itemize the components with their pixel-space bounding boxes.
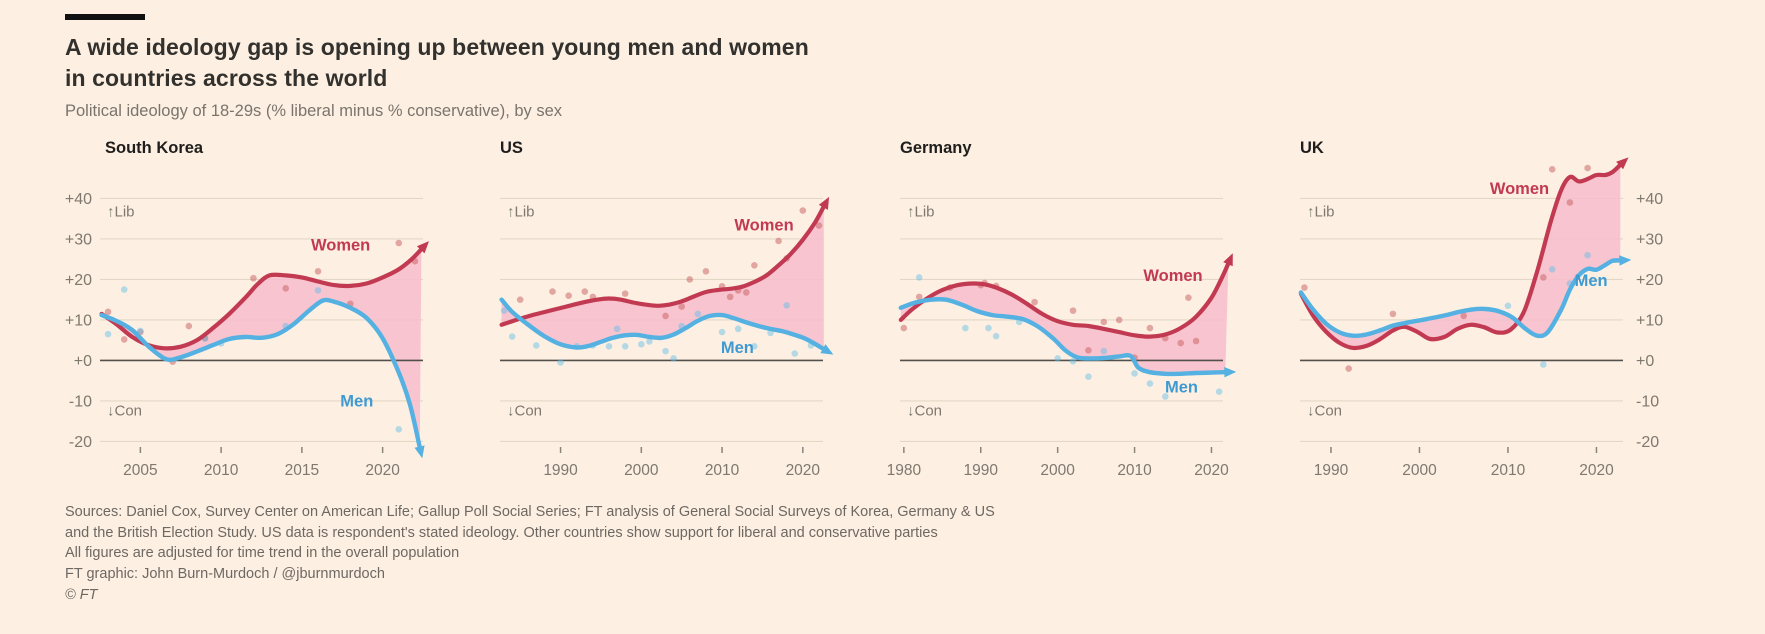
svg-text:↑Lib: ↑Lib bbox=[907, 203, 935, 220]
panel-title-germany: Germany bbox=[900, 139, 972, 157]
panel-title-us: US bbox=[500, 139, 523, 157]
svg-text:Women: Women bbox=[1490, 180, 1549, 198]
svg-text:Men: Men bbox=[1165, 378, 1198, 396]
svg-text:+40: +40 bbox=[1636, 191, 1663, 208]
svg-text:1990: 1990 bbox=[964, 462, 999, 479]
svg-text:↑Lib: ↑Lib bbox=[507, 203, 535, 220]
svg-text:+30: +30 bbox=[1636, 231, 1663, 248]
svg-text:-20: -20 bbox=[69, 434, 92, 451]
panel-title-south-korea: South Korea bbox=[105, 139, 204, 157]
svg-text:2000: 2000 bbox=[1402, 462, 1437, 479]
svg-text:↓Con: ↓Con bbox=[507, 403, 542, 420]
credit-line: FT graphic: John Burn-Murdoch / @jburnmu… bbox=[65, 565, 385, 582]
svg-text:2000: 2000 bbox=[624, 462, 659, 479]
chart-canvas-us: 1990 2000 2010 2020 ↑Lib ↓Con Women Men bbox=[499, 196, 834, 479]
svg-text:2020: 2020 bbox=[1194, 462, 1229, 479]
ft-copyright: © FT bbox=[65, 587, 98, 603]
svg-text:+10: +10 bbox=[1636, 312, 1663, 329]
source-note: Sources: Daniel Cox, Survey Center on Am… bbox=[65, 502, 1765, 606]
chart-title: A wide ideology gap is opening up betwee… bbox=[65, 32, 1765, 94]
chart-title-line2: in countries across the world bbox=[65, 65, 388, 91]
chart-canvas-germany: 1980 1990 2000 2010 2020 ↑Lib ↓Con Women Men bbox=[887, 197, 1237, 479]
svg-text:Men: Men bbox=[340, 392, 373, 410]
svg-text:↑Lib: ↑Lib bbox=[1307, 203, 1335, 220]
svg-text:Women: Women bbox=[1143, 267, 1202, 285]
svg-text:2015: 2015 bbox=[285, 462, 319, 479]
svg-text:+0: +0 bbox=[1636, 353, 1654, 370]
chart-canvas-uk: 1990 2000 2010 2020 +40 +30 +20 +10 +0 -10 -20 ↑Lib… bbox=[1298, 157, 1663, 479]
svg-text:Women: Women bbox=[311, 237, 370, 255]
panel-uk: UK 1990 2000 2010 2020 +40 +30 +20 +10 +0 -10 -20 ↑… bbox=[1298, 139, 1678, 494]
svg-text:↓Con: ↓Con bbox=[1307, 403, 1342, 420]
svg-text:2020: 2020 bbox=[1579, 462, 1614, 479]
svg-text:-20: -20 bbox=[1636, 434, 1659, 451]
chart-subtitle: Political ideology of 18-29s (% liberal … bbox=[65, 102, 563, 120]
panel-germany: Germany 1980 1990 2000 2010 2020 ↑Lib ↓Con Wome… bbox=[887, 139, 1237, 494]
svg-text:2010: 2010 bbox=[1117, 462, 1152, 479]
svg-text:2010: 2010 bbox=[705, 462, 740, 479]
svg-text:+20: +20 bbox=[1636, 272, 1663, 289]
source-line: All figures are adjusted for time trend … bbox=[65, 545, 460, 561]
small-multiples-row: South Korea 2005 2010 2015 2020 +40 +30 +20 +10… bbox=[60, 139, 1765, 494]
source-line: Sources: Daniel Cox, Survey Center on Am… bbox=[65, 504, 995, 520]
svg-text:1990: 1990 bbox=[543, 462, 578, 479]
svg-text:2020: 2020 bbox=[365, 462, 400, 479]
kicker-bar bbox=[65, 14, 145, 20]
panel-title-uk: UK bbox=[1300, 139, 1324, 157]
svg-text:+40: +40 bbox=[65, 191, 92, 208]
svg-text:-10: -10 bbox=[1636, 393, 1659, 410]
svg-text:Men: Men bbox=[1575, 272, 1608, 290]
svg-text:2005: 2005 bbox=[123, 462, 157, 479]
svg-text:2010: 2010 bbox=[1491, 462, 1526, 479]
svg-text:2020: 2020 bbox=[786, 462, 821, 479]
svg-text:Men: Men bbox=[721, 339, 754, 357]
svg-text:+30: +30 bbox=[65, 231, 92, 248]
svg-text:2010: 2010 bbox=[204, 462, 239, 479]
chart-title-line1: A wide ideology gap is opening up betwee… bbox=[65, 34, 809, 60]
svg-text:↓Con: ↓Con bbox=[107, 403, 142, 420]
chart-canvas-south-korea: 2005 2010 2015 2020 +40 +30 +20 +10 +0 -10 -20 ↑Lib… bbox=[65, 191, 429, 479]
svg-text:1980: 1980 bbox=[887, 462, 922, 479]
svg-text:↓Con: ↓Con bbox=[907, 403, 942, 420]
svg-text:2000: 2000 bbox=[1040, 462, 1075, 479]
source-line: and the British Election Study. US data … bbox=[65, 524, 938, 541]
svg-text:+20: +20 bbox=[65, 272, 92, 289]
svg-text:-10: -10 bbox=[69, 393, 92, 410]
svg-text:+0: +0 bbox=[74, 353, 92, 370]
svg-text:1990: 1990 bbox=[1314, 462, 1349, 479]
svg-text:↑Lib: ↑Lib bbox=[107, 203, 135, 220]
panel-south-korea: South Korea 2005 2010 2015 2020 +40 +30 +20 +10… bbox=[60, 139, 429, 494]
svg-text:Women: Women bbox=[734, 216, 793, 234]
panel-us: US 1990 2000 2010 2020 ↑Lib ↓Con Women Men bbox=[499, 139, 834, 494]
svg-text:+10: +10 bbox=[65, 312, 92, 329]
